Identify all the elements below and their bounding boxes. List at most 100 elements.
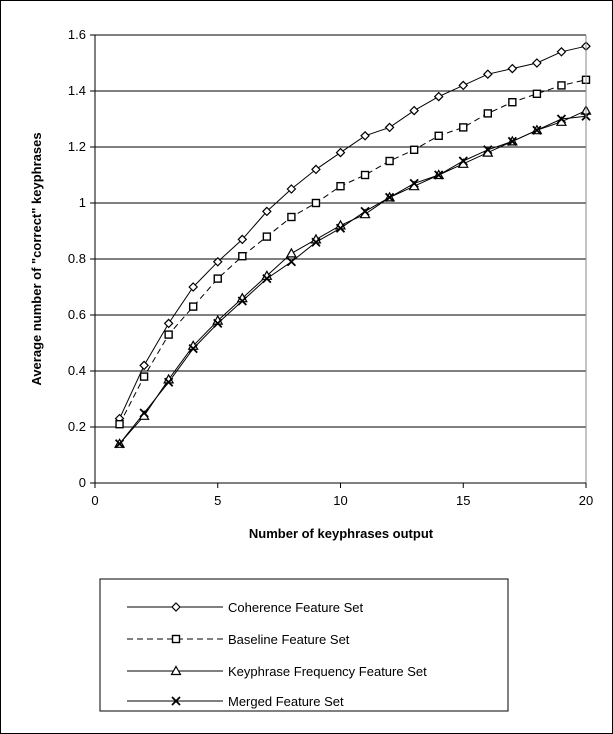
- legend-entry: Keyphrase Frequency Feature Set: [127, 664, 427, 679]
- data-point: [507, 63, 518, 74]
- y-tick-label: 0: [79, 475, 86, 490]
- series-triangle: [114, 104, 592, 448]
- y-tick-label: 0.2: [68, 419, 86, 434]
- data-point: [237, 234, 248, 245]
- data-point: [139, 372, 149, 381]
- data-point: [556, 114, 567, 124]
- y-tick-label: 0.8: [68, 251, 86, 266]
- data-point: [163, 318, 174, 329]
- gridlines: [95, 34, 586, 428]
- data-point: [287, 212, 296, 222]
- data-point: [434, 170, 444, 180]
- y-tick-label: 1.6: [68, 27, 86, 42]
- legend: Coherence Feature Set Baseline Feature Se…: [127, 600, 427, 709]
- y-tick-label: 0.6: [68, 307, 86, 322]
- data-point: [262, 232, 272, 241]
- x-tick-label: 5: [214, 493, 221, 508]
- data-point: [311, 237, 321, 247]
- data-point: [213, 274, 222, 283]
- data-point: [507, 136, 517, 147]
- data-point: [114, 439, 125, 449]
- data-point: [237, 296, 247, 306]
- x-axis-title: Number of keyphrases output: [249, 526, 434, 541]
- legend-marker: [171, 634, 181, 644]
- series-line: [119, 45, 587, 419]
- data-point: [188, 343, 198, 354]
- data-point: [311, 198, 321, 208]
- data-point: [482, 69, 493, 80]
- data-point: [262, 273, 272, 284]
- data-point: [335, 223, 346, 233]
- data-point: [409, 178, 419, 189]
- data-point: [335, 147, 346, 158]
- data-point: [532, 125, 542, 135]
- y-tick-label: 1: [79, 195, 86, 210]
- legend-marker: [170, 665, 182, 676]
- data-point: [164, 330, 173, 339]
- data-point: [508, 97, 517, 107]
- legend-label: Coherence Feature Set: [228, 600, 364, 615]
- data-point: [360, 206, 370, 217]
- legend-entry: Coherence Feature Set: [127, 600, 364, 615]
- axes: [90, 34, 587, 488]
- data-point: [188, 302, 198, 311]
- data-point: [458, 156, 468, 166]
- data-point: [384, 122, 395, 133]
- data-point: [409, 145, 419, 155]
- series-line: [119, 79, 587, 425]
- data-point: [409, 105, 419, 116]
- data-point: [532, 58, 542, 68]
- legend-box: [99, 578, 509, 712]
- y-axis-title: Average number of "correct" keyphrases: [29, 132, 44, 385]
- tick-labels: 0 0.2 0.4 0.6 0.8 1 1.2 1.4 1.6 0 5 10 15 20: [68, 27, 593, 508]
- series-square: [115, 75, 591, 429]
- legend-marker: [171, 696, 181, 706]
- data-point: [286, 184, 297, 194]
- legend-label: Merged Feature Set: [228, 694, 344, 709]
- data-point: [556, 46, 567, 57]
- plot-series: [114, 41, 592, 449]
- data-point: [433, 91, 444, 102]
- data-point: [360, 130, 370, 141]
- data-point: [286, 257, 297, 267]
- data-point: [532, 89, 542, 99]
- data-point: [164, 377, 174, 387]
- series-line: [119, 115, 587, 445]
- data-point: [311, 164, 321, 175]
- data-point: [458, 80, 469, 91]
- data-point: [384, 192, 395, 203]
- legend-entry: Merged Feature Set: [127, 694, 344, 709]
- data-point: [483, 109, 492, 118]
- x-tick-label: 15: [456, 493, 470, 508]
- legend-label: Keyphrase Frequency Feature Set: [228, 664, 427, 679]
- series-line: [119, 110, 587, 445]
- y-tick-label: 0.4: [68, 363, 86, 378]
- x-tick-label: 10: [333, 493, 347, 508]
- x-tick-label: 0: [91, 493, 98, 508]
- data-point: [238, 251, 247, 261]
- data-point: [360, 170, 370, 180]
- legend-label: Baseline Feature Set: [228, 632, 350, 647]
- data-point: [557, 81, 566, 90]
- data-point: [262, 206, 272, 217]
- data-point: [115, 420, 124, 429]
- data-point: [188, 282, 199, 292]
- legend-marker: [171, 602, 181, 612]
- data-point: [139, 408, 149, 418]
- x-tick-label: 20: [579, 493, 593, 508]
- data-point: [213, 318, 223, 329]
- data-point: [483, 145, 493, 155]
- data-point: [139, 360, 149, 371]
- y-tick-label: 1.2: [68, 139, 86, 154]
- series-x: [114, 111, 591, 449]
- legend-entry: Baseline Feature Set: [127, 632, 350, 647]
- data-point: [212, 256, 223, 267]
- data-point: [385, 156, 394, 166]
- y-tick-label: 1.4: [68, 83, 86, 98]
- data-point: [434, 131, 443, 141]
- series-diamond: [114, 41, 591, 424]
- data-point: [285, 247, 297, 258]
- data-point: [336, 181, 345, 191]
